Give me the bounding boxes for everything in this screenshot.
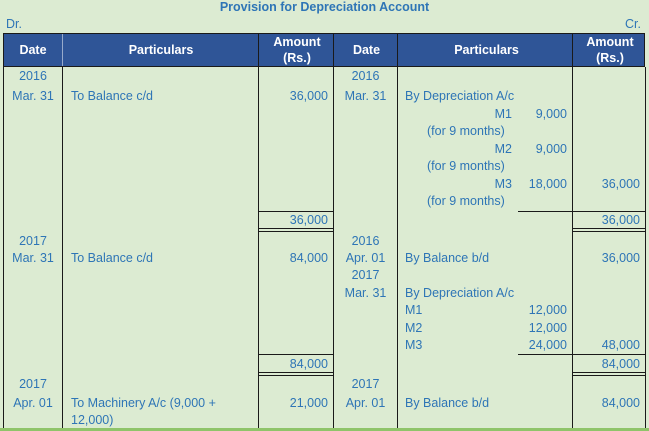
credit-subtotal-line-1 (518, 211, 573, 212)
header-credit-particulars: Particulars (454, 43, 519, 57)
dep-item-value: 12,000 (528, 303, 567, 317)
credit-total: 36,000 (601, 213, 640, 227)
col-border-left (3, 67, 4, 431)
dep-item-note: (for 9 months) (427, 194, 505, 208)
credit-total: 84,000 (601, 357, 640, 371)
dep-item-value: 9,000 (535, 107, 567, 121)
col-border-credit-date (397, 67, 398, 431)
debit-total-top-line-2 (258, 354, 334, 355)
debit-particulars-line2: 12,000) (71, 413, 114, 427)
debit-total-top-line-1 (258, 211, 334, 212)
debit-amount: 21,000 (289, 396, 328, 410)
bottom-border (0, 428, 649, 431)
col-border-debit-date (62, 67, 63, 431)
credit-total-bottom-line-1a (572, 228, 646, 229)
credit-amount: 48,000 (601, 338, 640, 352)
credit-total-top-line-2 (572, 354, 646, 355)
credit-date: Apr. 01 (345, 396, 386, 410)
debit-total-bottom-line-2a (258, 372, 334, 373)
credit-date: Apr. 01 (345, 251, 386, 265)
dep-item-value: 9,000 (535, 142, 567, 156)
credit-particulars: By Depreciation A/c (405, 89, 515, 103)
debit-particulars: To Balance c/d (71, 89, 153, 103)
dep-item-value: 12,000 (528, 321, 567, 335)
debit-total-bottom-line-2b (258, 375, 334, 376)
debit-year: 2016 (19, 69, 47, 83)
credit-total-bottom-line-2a (572, 372, 646, 373)
debit-date: Mar. 31 (12, 89, 54, 103)
debit-date: Mar. 31 (12, 251, 54, 265)
credit-year: 2016 (351, 234, 380, 248)
header-debit-amount-line1: Amount (273, 35, 321, 49)
col-border-debit-particulars (258, 67, 259, 431)
credit-amount: 36,000 (601, 177, 640, 191)
dep-item-value: 18,000 (528, 177, 567, 191)
ledger-header: Date Particulars Amount (Rs.) Date Parti… (3, 33, 645, 67)
credit-particulars: By Balance b/d (405, 396, 490, 410)
header-debit-amount-line2: (Rs.) (283, 51, 311, 65)
debit-year: 2017 (19, 234, 47, 248)
dep-item-value: 24,000 (528, 338, 567, 352)
debit-amount: 36,000 (289, 89, 328, 103)
dep-item-note: (for 9 months) (427, 159, 505, 173)
account-title: Provision for Depreciation Account (219, 0, 430, 14)
dep-item-label: M3 (494, 177, 512, 191)
credit-total-bottom-line-2b (572, 375, 646, 376)
credit-particulars: By Balance b/d (405, 251, 490, 265)
col-border-credit-particulars (572, 67, 573, 431)
dep-item-label: M1 (405, 303, 423, 317)
credit-date: Mar. 31 (344, 89, 387, 103)
credit-subtotal-line-2 (518, 354, 573, 355)
debit-total-bottom-line-1b (258, 231, 334, 232)
credit-year: 2017 (351, 268, 380, 282)
dep-item-label: M2 (405, 321, 423, 335)
credit-label: Cr. (625, 17, 641, 31)
debit-particulars-line1: To Machinery A/c (9,000 + (71, 396, 216, 410)
debit-amount: 84,000 (289, 251, 328, 265)
credit-amount: 36,000 (601, 251, 640, 265)
dep-item-note: (for 9 months) (427, 124, 505, 138)
header-debit-amount: Amount (Rs.) (260, 34, 334, 66)
header-debit-particulars: Particulars (128, 43, 194, 57)
credit-year: 2016 (351, 69, 380, 83)
credit-date: Mar. 31 (344, 286, 387, 300)
debit-particulars: To Balance c/d (71, 251, 153, 265)
header-credit-amount: Amount (Rs.) (575, 34, 645, 66)
header-credit-amount-line1: Amount (586, 35, 634, 49)
debit-total-bottom-line-1a (258, 228, 334, 229)
credit-total-top-line-1 (572, 211, 646, 212)
header-debit-date: Date (19, 43, 47, 57)
debit-total: 36,000 (289, 213, 328, 227)
credit-total-bottom-line-1b (572, 231, 646, 232)
credit-year: 2017 (351, 377, 380, 391)
dep-item-label: M1 (494, 107, 512, 121)
credit-amount: 84,000 (601, 396, 640, 410)
debit-label: Dr. (6, 17, 22, 31)
debit-date: Apr. 01 (13, 396, 53, 410)
col-border-right (645, 67, 646, 431)
debit-total: 84,000 (289, 357, 328, 371)
credit-particulars: By Depreciation A/c (405, 286, 515, 300)
dep-item-label: M3 (405, 338, 423, 352)
dep-item-label: M2 (494, 142, 512, 156)
col-border-debit-amount (333, 67, 334, 431)
debit-year: 2017 (19, 377, 47, 391)
header-credit-amount-line2: (Rs.) (596, 51, 624, 65)
header-credit-date: Date (352, 43, 381, 57)
